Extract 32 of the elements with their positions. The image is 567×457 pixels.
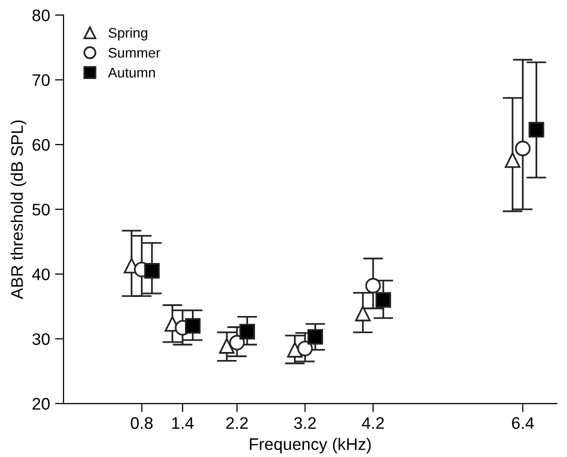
point bbox=[239, 324, 255, 340]
y-tick-label: 80 bbox=[32, 9, 50, 22]
point bbox=[144, 263, 160, 279]
point bbox=[307, 329, 324, 345]
y-axis-title: ABR threshold (dB SPL) bbox=[10, 120, 26, 300]
y-tick-label: 50 bbox=[32, 204, 50, 216]
x-tick-label: 0.8 bbox=[130, 417, 153, 429]
point bbox=[297, 340, 313, 356]
point bbox=[287, 342, 303, 358]
x-tick-label: 6.4 bbox=[512, 417, 534, 429]
legend-label: Spring bbox=[108, 28, 148, 41]
x-axis-title: Frequency (kHz) bbox=[250, 438, 371, 454]
point bbox=[355, 306, 371, 322]
point bbox=[376, 292, 392, 308]
y-tick-label: 60 bbox=[32, 138, 50, 151]
legend-label: Summer bbox=[108, 48, 160, 58]
point bbox=[229, 334, 245, 350]
legend-label: Autumn bbox=[108, 68, 155, 78]
y-tick-label: 40 bbox=[32, 268, 50, 280]
point bbox=[219, 338, 235, 354]
point bbox=[504, 152, 520, 168]
point bbox=[528, 122, 544, 138]
y-tick-label: 20 bbox=[32, 398, 50, 410]
x-tick-label: 4.2 bbox=[362, 417, 384, 429]
x-tick-label: 1.4 bbox=[172, 417, 194, 429]
point bbox=[514, 140, 531, 156]
y-tick-label: 30 bbox=[32, 333, 50, 345]
y-tick-label: 70 bbox=[32, 74, 50, 86]
point bbox=[365, 278, 381, 294]
x-tick-label: 3.2 bbox=[294, 417, 316, 429]
point bbox=[185, 318, 201, 334]
x-tick-label: 2.2 bbox=[226, 417, 248, 429]
